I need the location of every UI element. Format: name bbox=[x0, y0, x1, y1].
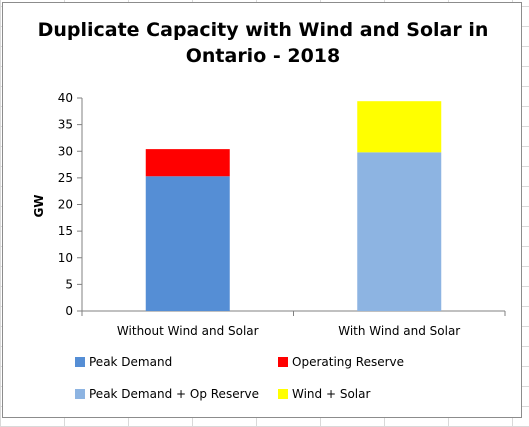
y-tick-label: 5 bbox=[65, 277, 73, 291]
bar-segment bbox=[145, 176, 230, 311]
legend-label: Operating Reserve bbox=[292, 355, 404, 369]
y-tick-label: 15 bbox=[58, 224, 73, 238]
x-category-label: Without Wind and Solar bbox=[117, 324, 259, 338]
y-tick-label: 35 bbox=[58, 118, 73, 132]
legend-swatch bbox=[278, 389, 288, 399]
chart-plot: 0 5 10 15 20 25 30 35 40 Without Wind and Solar W… bbox=[32, 91, 506, 401]
bar-segment bbox=[357, 152, 442, 311]
chart-title-line1: Duplicate Capacity with Wind and Solar i… bbox=[37, 19, 489, 41]
legend-label: Peak Demand bbox=[89, 355, 172, 369]
y-axis-label: GW bbox=[32, 194, 46, 217]
y-tick-label: 25 bbox=[58, 171, 73, 185]
y-tick-label: 10 bbox=[58, 251, 73, 265]
legend-swatch bbox=[75, 389, 85, 399]
y-tick-label: 40 bbox=[58, 91, 73, 105]
chart-title-line2: Ontario - 2018 bbox=[185, 45, 341, 67]
x-category-label: With Wind and Solar bbox=[338, 324, 460, 338]
legend-label: Peak Demand + Op Reserve bbox=[89, 387, 259, 401]
bar-segment bbox=[145, 149, 230, 177]
legend-swatch bbox=[75, 357, 85, 367]
legend-swatch bbox=[278, 357, 288, 367]
legend-label: Wind + Solar bbox=[292, 387, 370, 401]
chart-title: Duplicate Capacity with Wind and Solar i… bbox=[3, 17, 523, 69]
bar-segment bbox=[357, 101, 442, 153]
y-tick-label: 30 bbox=[58, 144, 73, 158]
chart-container: Duplicate Capacity with Wind and Solar i… bbox=[2, 2, 522, 418]
y-tick-label: 0 bbox=[65, 304, 73, 318]
y-tick-label: 20 bbox=[58, 198, 73, 212]
